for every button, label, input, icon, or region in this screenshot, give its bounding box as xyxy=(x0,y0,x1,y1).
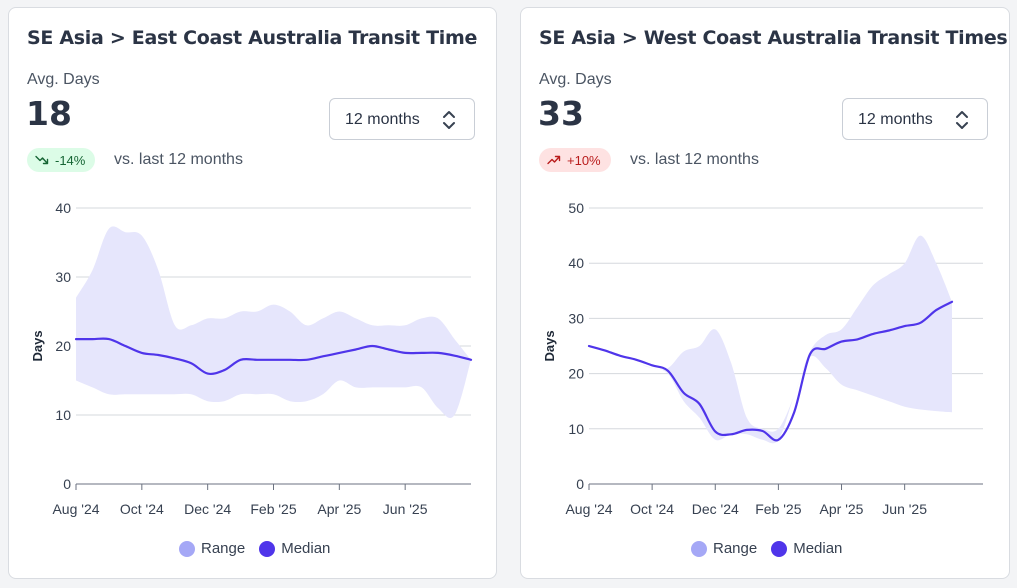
period-select-value: 12 months xyxy=(345,111,420,128)
legend-swatch-range xyxy=(179,540,195,557)
legend-swatch-median xyxy=(259,540,276,557)
compare-text: vs. last 12 months xyxy=(114,151,243,168)
legend-item-range[interactable]: Range xyxy=(691,540,757,557)
y-tick-label: 20 xyxy=(55,338,71,354)
median-line xyxy=(587,300,954,442)
period-select-value: 12 months xyxy=(858,111,933,128)
x-tick-label: Jun '25 xyxy=(882,501,927,517)
legend-label-range: Range xyxy=(713,540,758,557)
legend-item-median[interactable]: Median xyxy=(771,540,842,557)
change-percent: -14% xyxy=(55,152,86,168)
y-axis-label: Days xyxy=(542,330,557,361)
trend-up-icon xyxy=(547,155,561,165)
chevron-up-down-icon xyxy=(443,111,455,129)
x-tick-label: Oct '24 xyxy=(630,501,674,517)
y-tick-label: 30 xyxy=(55,269,71,285)
y-tick-label: 40 xyxy=(568,255,584,271)
y-tick-label: 20 xyxy=(568,366,584,382)
x-tick-label: Jun '25 xyxy=(383,501,428,517)
transit-card-east: SE Asia > East Coast Australia Transit T… xyxy=(8,7,497,579)
legend-item-median[interactable]: Median xyxy=(259,540,330,557)
transit-chart-west: 0 10 20 30 40 50 Days Aug '24 Oct '24 Dec '24 Feb … xyxy=(542,200,983,517)
legend-label-median: Median xyxy=(793,540,843,557)
x-tick-label: Aug '24 xyxy=(52,501,99,517)
period-select[interactable]: 12 months xyxy=(842,98,988,140)
y-tick-label: 50 xyxy=(568,200,584,216)
legend-label-median: Median xyxy=(281,540,331,557)
y-tick-label: 10 xyxy=(55,407,71,423)
x-tick-label: Apr '25 xyxy=(317,501,361,517)
y-tick-label: 10 xyxy=(568,421,584,437)
period-select[interactable]: 12 months xyxy=(329,98,475,140)
y-axis-label: Days xyxy=(30,330,45,361)
metric-label: Avg. Days xyxy=(27,71,100,88)
x-tick-label: Dec '24 xyxy=(692,501,739,517)
x-tick-label: Dec '24 xyxy=(184,501,231,517)
transit-card-west: SE Asia > West Coast Australia Transit T… xyxy=(520,7,1010,579)
legend-item-range[interactable]: Range xyxy=(179,540,245,557)
change-badge: +10% xyxy=(539,148,611,172)
x-tick-label: Feb '25 xyxy=(250,501,296,517)
range-band xyxy=(76,226,471,418)
y-tick-label: 0 xyxy=(63,476,71,492)
x-tick-label: Aug '24 xyxy=(565,501,612,517)
x-tick-label: Feb '25 xyxy=(755,501,801,517)
legend-label-range: Range xyxy=(201,540,246,557)
change-badge: -14% xyxy=(27,148,96,172)
range-band xyxy=(589,235,952,444)
trend-down-icon xyxy=(35,155,49,165)
legend-swatch-median xyxy=(771,540,788,557)
chart-legend: Range Median xyxy=(179,540,344,557)
chevron-up-down-icon xyxy=(956,111,968,129)
transit-chart-east: 0 10 20 30 40 Days Aug '24 Oct '24 Dec '24 Feb '2… xyxy=(30,200,473,517)
metric-value: 33 xyxy=(538,94,584,133)
compare-text: vs. last 12 months xyxy=(630,151,759,168)
metric-label: Avg. Days xyxy=(539,71,612,88)
card-title: SE Asia > East Coast Australia Transit T… xyxy=(27,27,478,49)
y-tick-label: 30 xyxy=(568,310,584,326)
x-tick-label: Oct '24 xyxy=(120,501,164,517)
chart-legend: Range Median xyxy=(691,540,856,557)
median-line xyxy=(74,337,473,375)
card-title: SE Asia > West Coast Australia Transit T… xyxy=(539,27,1008,49)
change-percent: +10% xyxy=(567,152,601,168)
y-tick-label: 40 xyxy=(55,200,71,216)
legend-swatch-range xyxy=(691,540,707,557)
x-tick-label: Apr '25 xyxy=(820,501,864,517)
metric-value: 18 xyxy=(26,94,72,133)
y-tick-label: 0 xyxy=(576,476,584,492)
